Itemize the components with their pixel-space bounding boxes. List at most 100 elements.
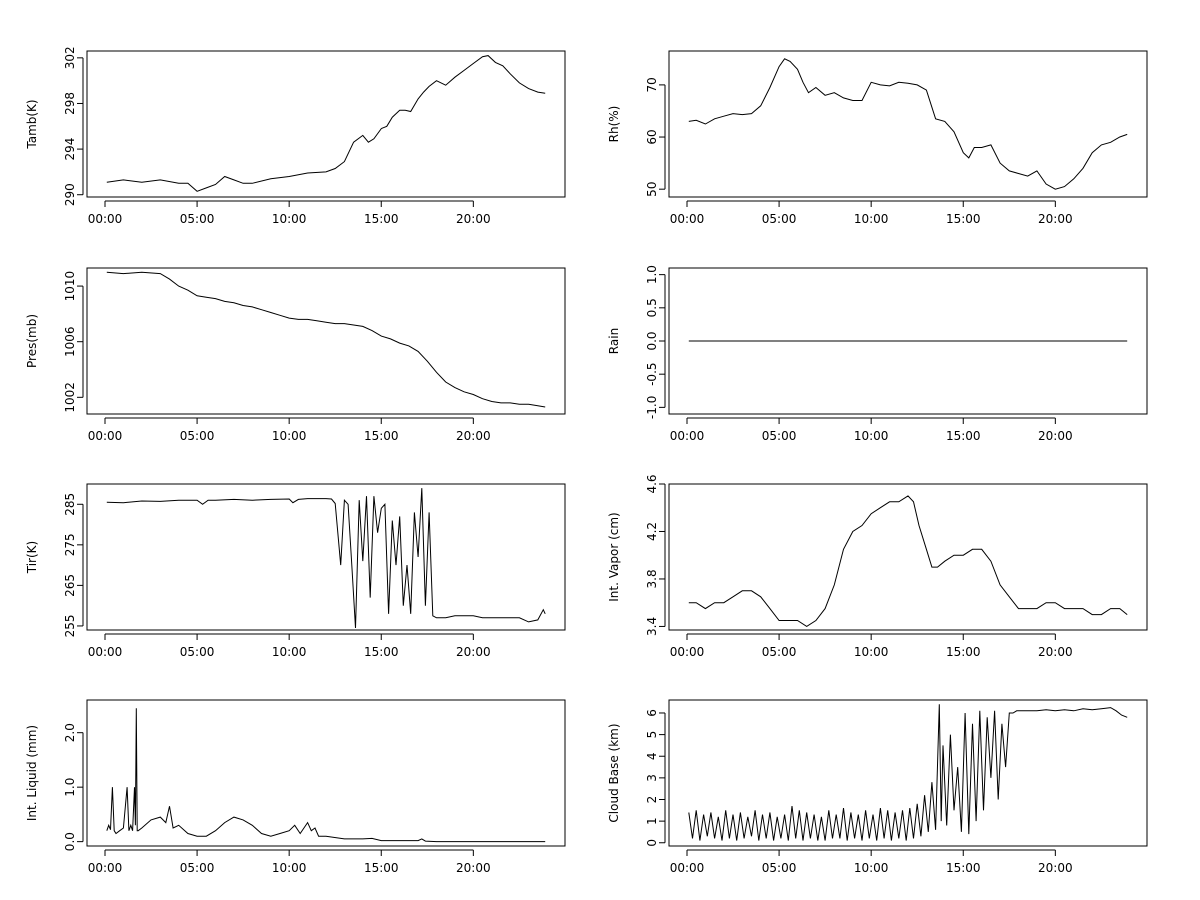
y-tick-label: 255: [63, 614, 77, 637]
x-tick-label: 00:00: [670, 645, 705, 659]
panel-8: 00:00 05:00 10:00 15:00 20:00 0 1 2 3 4 5 6 Cloud Ba…: [607, 699, 1148, 875]
x-tick-label: 10:00: [854, 861, 889, 875]
x-tick-label: 20:00: [1038, 645, 1073, 659]
x-tick-label: 10:00: [272, 861, 307, 875]
y-tick-label: 302: [63, 46, 77, 69]
panel-2: 00:00 05:00 10:00 15:00 20:00 50 60 70 Rh(%): [607, 50, 1148, 226]
y-tick-label: -0.5: [645, 362, 659, 385]
y-tick-label: 285: [63, 493, 77, 516]
y-tick-label: 3: [645, 774, 659, 782]
x-tick-label: 15:00: [946, 212, 981, 226]
plot-frame: [668, 699, 1148, 847]
plot-frame: [668, 50, 1148, 198]
x-tick-label: 20:00: [1038, 861, 1073, 875]
plot-frame: [86, 483, 566, 631]
y-axis-label: Rh(%): [607, 106, 621, 143]
series-line: [688, 704, 1128, 841]
y-tick-label: 0: [645, 839, 659, 847]
y-tick-label: 4.2: [645, 522, 659, 541]
y-tick-label: 275: [63, 533, 77, 556]
x-tick-label: 00:00: [88, 429, 123, 443]
x-tick-label: 15:00: [946, 861, 981, 875]
x-tick-label: 00:00: [670, 212, 705, 226]
x-tick-label: 00:00: [88, 861, 123, 875]
panel-3: 00:00 05:00 10:00 15:00 20:00 1002 1006 1010 Pre…: [25, 267, 566, 443]
x-tick-label: 20:00: [456, 861, 491, 875]
series-line: [688, 58, 1128, 190]
x-tick-label: 05:00: [180, 861, 215, 875]
y-tick-label: 1010: [63, 271, 77, 302]
y-tick-label: -1.0: [645, 396, 659, 419]
y-tick-label: 5: [645, 731, 659, 739]
y-tick-label: 0.0: [645, 331, 659, 350]
x-tick-label: 10:00: [854, 429, 889, 443]
x-tick-label: 05:00: [180, 212, 215, 226]
x-tick-label: 20:00: [456, 645, 491, 659]
x-tick-label: 20:00: [1038, 212, 1073, 226]
y-axis-label: Int. Liquid (mm): [25, 725, 39, 821]
x-tick-label: 15:00: [946, 645, 981, 659]
x-tick-label: 00:00: [88, 645, 123, 659]
x-tick-label: 00:00: [670, 429, 705, 443]
y-axis-label: Cloud Base (km): [607, 723, 621, 822]
y-axis-label: Tir(K): [25, 541, 39, 574]
panel-5: 00:00 05:00 10:00 15:00 20:00 255 265 275 285 Tir…: [25, 483, 566, 659]
x-tick-label: 00:00: [670, 861, 705, 875]
plot-frame: [86, 267, 566, 415]
series-line: [106, 55, 546, 192]
y-tick-label: 50: [645, 182, 659, 197]
series-line: [106, 271, 546, 408]
x-tick-label: 10:00: [272, 212, 307, 226]
y-tick-label: 265: [63, 574, 77, 597]
y-tick-label: 1.0: [645, 265, 659, 284]
y-axis-label: Rain: [607, 328, 621, 354]
x-tick-label: 20:00: [1038, 429, 1073, 443]
x-tick-label: 10:00: [854, 212, 889, 226]
x-tick-label: 20:00: [456, 429, 491, 443]
series-line: [106, 708, 546, 843]
series-line: [688, 495, 1128, 627]
x-tick-label: 10:00: [854, 645, 889, 659]
y-tick-label: 290: [63, 183, 77, 206]
y-tick-label: 1006: [63, 326, 77, 357]
y-tick-label: 1002: [63, 382, 77, 413]
plot-frame: [668, 483, 1148, 631]
x-tick-label: 05:00: [762, 645, 797, 659]
y-tick-label: 2.0: [63, 723, 77, 742]
y-tick-label: 60: [645, 129, 659, 144]
x-tick-label: 15:00: [946, 429, 981, 443]
y-tick-label: 4: [645, 752, 659, 760]
panel-7: 00:00 05:00 10:00 15:00 20:00 0.0 1.0 2.0 Int. L…: [25, 699, 566, 875]
plot-frame: [86, 699, 566, 847]
y-axis-label: Int. Vapor (cm): [607, 512, 621, 601]
y-axis-label: Pres(mb): [25, 314, 39, 368]
x-tick-label: 10:00: [272, 645, 307, 659]
x-tick-label: 05:00: [762, 429, 797, 443]
x-tick-label: 20:00: [456, 212, 491, 226]
y-tick-label: 4.6: [645, 474, 659, 493]
y-tick-label: 6: [645, 709, 659, 717]
y-tick-label: 2: [645, 796, 659, 804]
y-tick-label: 294: [63, 138, 77, 161]
x-tick-label: 15:00: [364, 645, 399, 659]
x-tick-label: 15:00: [364, 429, 399, 443]
x-tick-label: 15:00: [364, 861, 399, 875]
x-tick-label: 15:00: [364, 212, 399, 226]
panel-6: 00:00 05:00 10:00 15:00 20:00 3.4 3.8 4.2 4.6 Int…: [607, 474, 1148, 659]
plot-frame: [668, 267, 1148, 415]
y-axis-label: Tamb(K): [25, 99, 39, 149]
x-tick-label: 10:00: [272, 429, 307, 443]
y-tick-label: 0.5: [645, 298, 659, 317]
x-tick-label: 00:00: [88, 212, 123, 226]
x-tick-label: 05:00: [180, 429, 215, 443]
y-tick-label: 1: [645, 817, 659, 825]
y-tick-label: 1.0: [63, 778, 77, 797]
series-line: [106, 488, 546, 629]
y-tick-label: 70: [645, 77, 659, 92]
plot-frame: [86, 50, 566, 198]
x-tick-label: 05:00: [762, 861, 797, 875]
y-tick-label: 3.8: [645, 569, 659, 588]
x-tick-label: 05:00: [762, 212, 797, 226]
panel-4: 00:00 05:00 10:00 15:00 20:00 -1.0 -0.5 0.0 0.5 1…: [607, 265, 1148, 443]
